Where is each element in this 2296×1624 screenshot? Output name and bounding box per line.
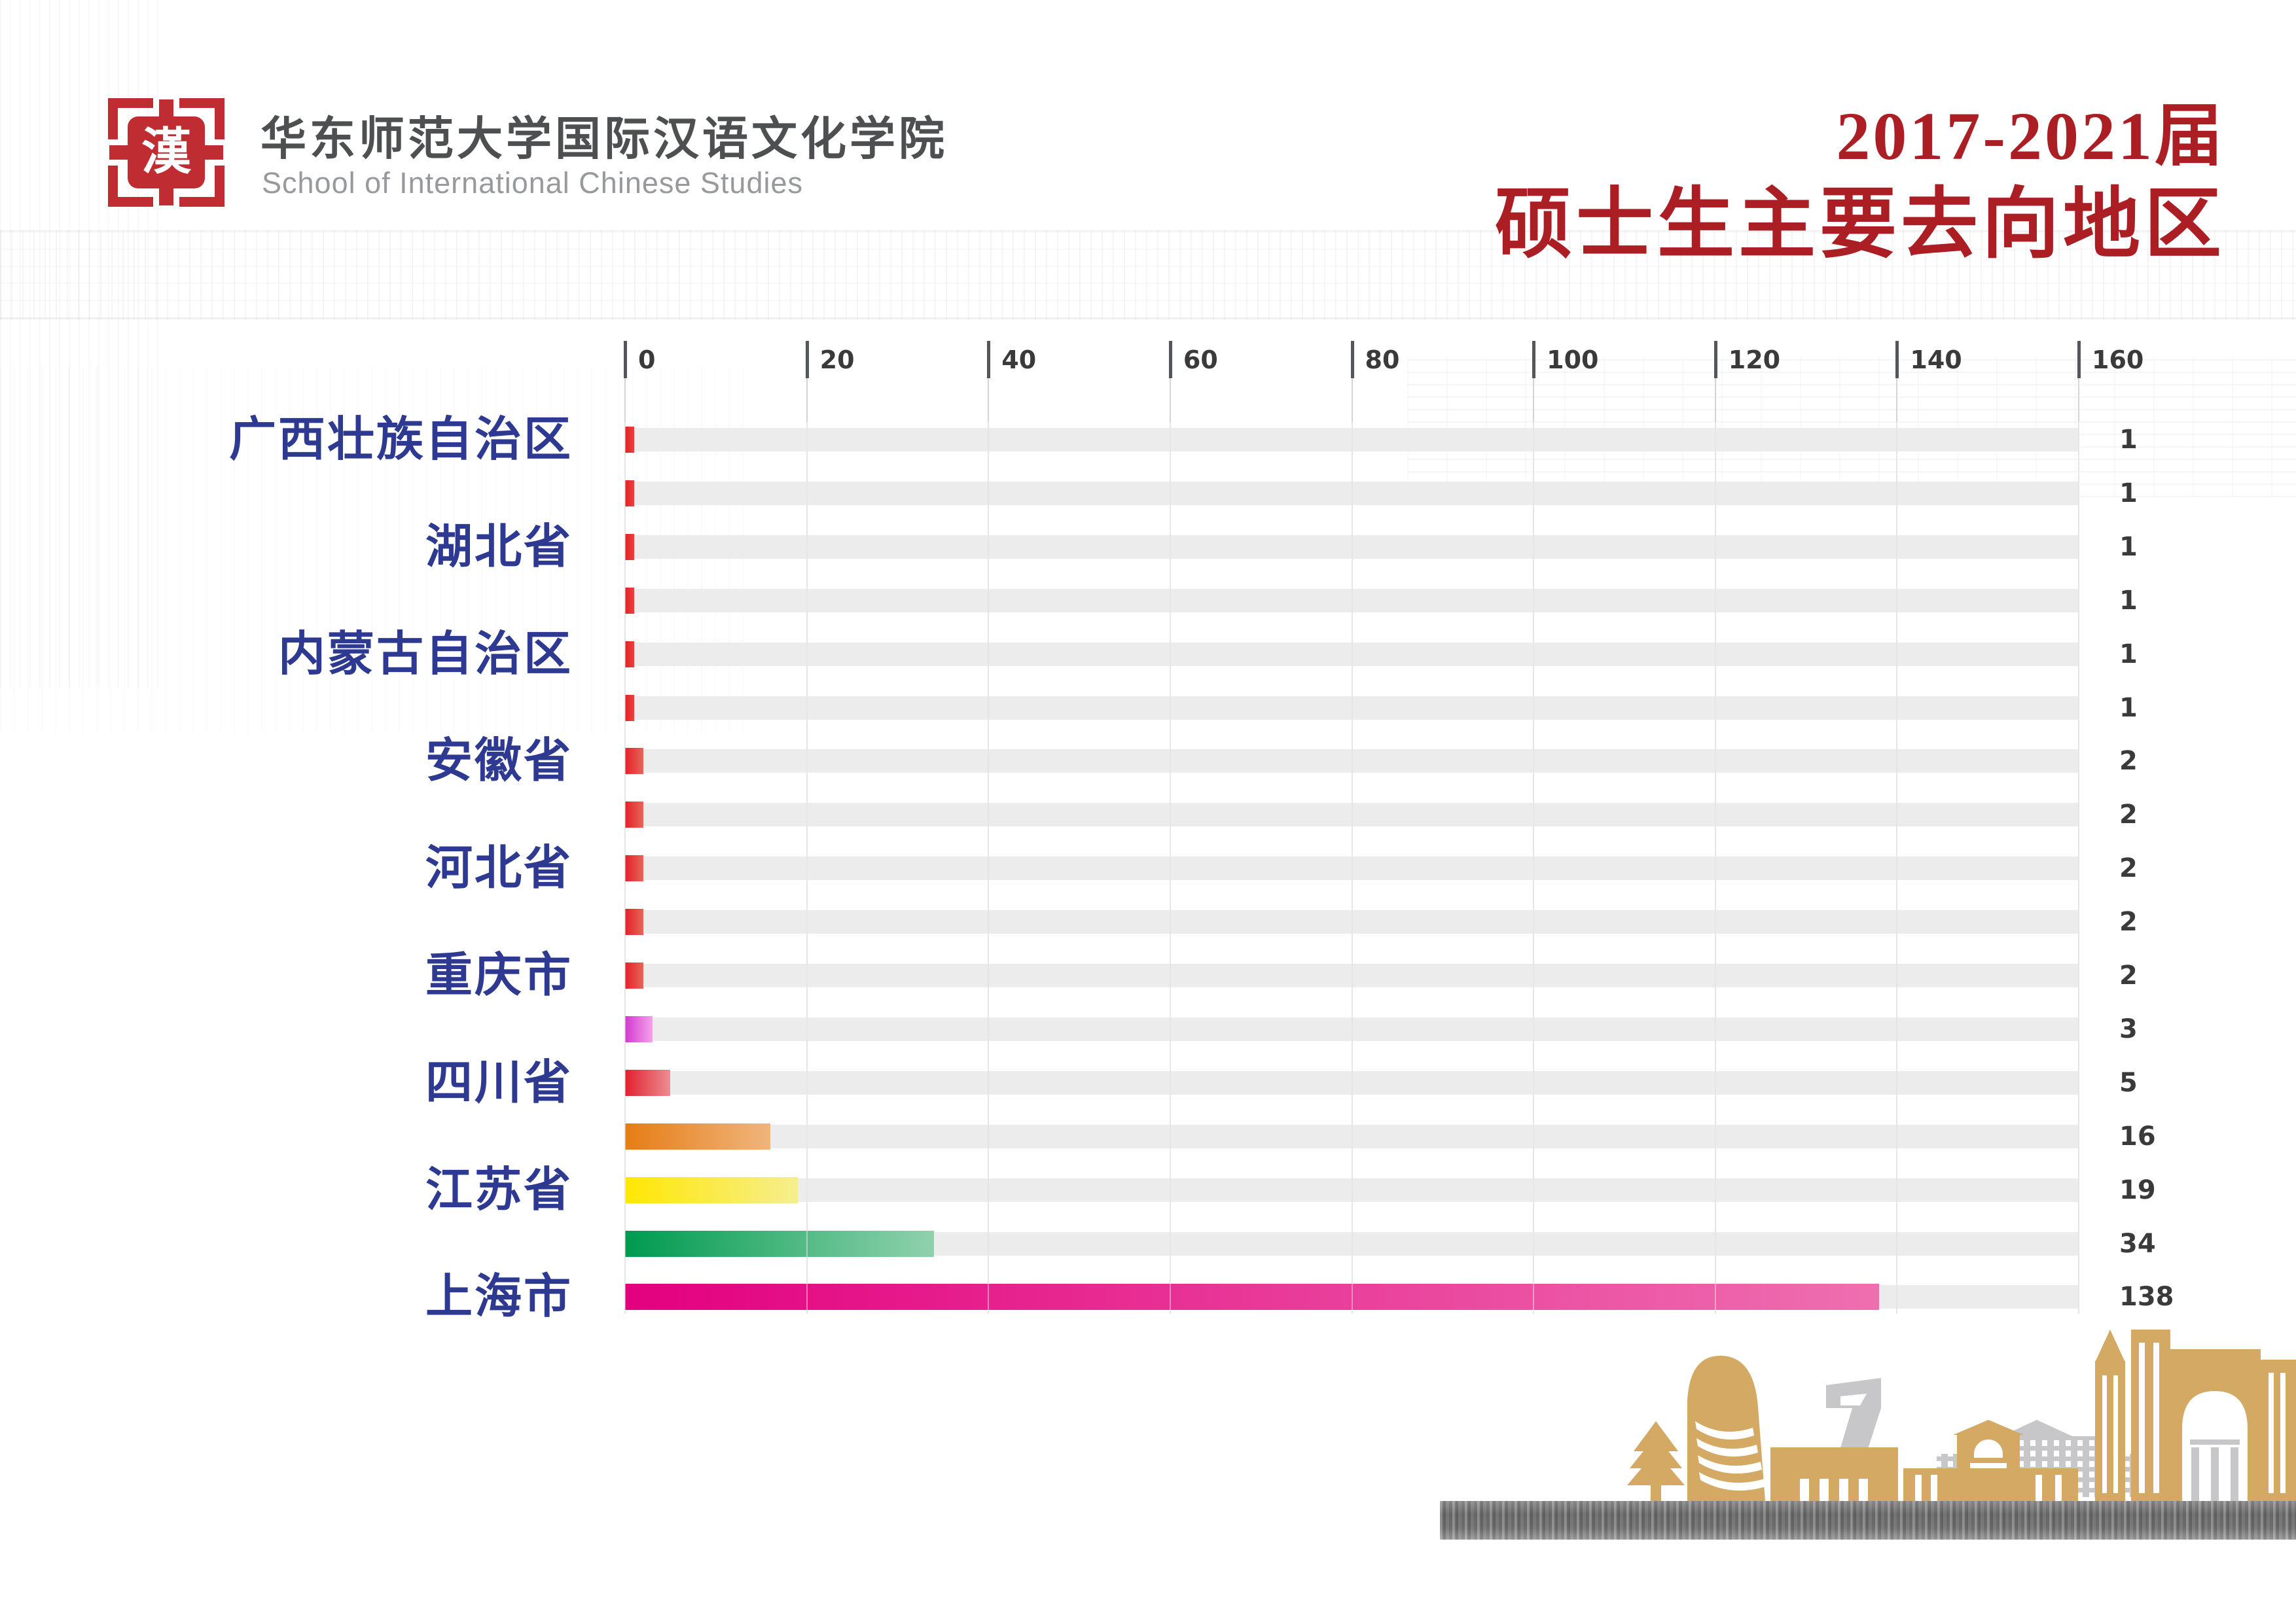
bar-value-label: 16	[2119, 1121, 2156, 1152]
x-gridline-highlight	[1533, 422, 1535, 1314]
x-gridline	[1351, 378, 1353, 1314]
x-tick-mark	[1895, 341, 1899, 378]
bar-value-label: 1	[2119, 692, 2138, 723]
x-tick-label: 40	[1001, 345, 1037, 374]
bar	[625, 694, 634, 721]
bar	[625, 587, 634, 614]
x-gridline	[1714, 378, 1716, 1314]
bar-value-label: 19	[2119, 1174, 2156, 1205]
gold-buildings	[1627, 1330, 2296, 1502]
title-years: 2017-2021届	[1836, 99, 2225, 174]
category-label: 河北省	[425, 842, 573, 895]
x-tick-label: 20	[819, 345, 855, 374]
cctv-building	[1826, 1378, 1881, 1461]
x-gridline-highlight	[1169, 422, 1171, 1314]
category-label: 重庆市	[425, 949, 573, 1002]
bar	[625, 748, 643, 775]
campus-skyline-art	[1627, 1330, 2296, 1502]
x-tick-label: 100	[1547, 345, 1599, 374]
x-gridline	[624, 378, 626, 1314]
title-subject: 硕士生主要去向地区	[1494, 182, 2225, 268]
x-gridline	[988, 378, 990, 1314]
bar-value-label: 1	[2119, 639, 2138, 669]
bar-value-label: 1	[2119, 478, 2138, 508]
bar	[625, 802, 643, 828]
page-title: 2017-2021届 硕士生主要去向地区	[1495, 97, 2225, 268]
category-label: 湖北省	[425, 520, 573, 573]
bar-value-label: 2	[2119, 853, 2138, 884]
x-tick-mark	[1532, 341, 1536, 378]
x-gridline-highlight	[1714, 422, 1716, 1314]
bar	[625, 1015, 653, 1042]
x-gridline	[1896, 378, 1898, 1314]
bar-value-label: 2	[2119, 961, 2138, 991]
charcoal-texture-band	[1440, 1501, 2296, 1540]
org-name-en: School of International Chinese Studies	[262, 166, 804, 200]
bar	[625, 1176, 798, 1203]
bar-value-label: 1	[2119, 585, 2138, 616]
x-tick-label: 140	[1910, 345, 1962, 374]
category-label: 内蒙古自治区	[278, 627, 573, 680]
x-tick-mark	[805, 341, 809, 378]
bar-value-label: 2	[2119, 907, 2138, 938]
x-gridline-highlight	[806, 422, 808, 1314]
x-gridline-highlight	[2078, 422, 2079, 1314]
category-label: 安徽省	[425, 735, 573, 788]
school-seal-logo: 漢	[108, 98, 224, 207]
x-tick-mark	[1350, 341, 1354, 378]
bar-value-label: 1	[2119, 425, 2138, 455]
x-tick-mark	[1713, 341, 1717, 378]
bar	[625, 855, 643, 882]
x-tick-label: 60	[1183, 345, 1218, 374]
bar	[625, 427, 634, 453]
x-tick-label: 160	[2092, 345, 2144, 374]
bar	[625, 480, 634, 506]
bar-value-label: 3	[2119, 1014, 2138, 1044]
bar	[625, 909, 643, 936]
x-gridline-highlight	[988, 422, 990, 1314]
category-label: 广西壮族自治区	[228, 414, 573, 466]
x-gridline	[806, 378, 808, 1314]
bar-value-label: 1	[2119, 531, 2138, 562]
x-tick-mark	[624, 341, 627, 378]
x-tick-label: 120	[1728, 345, 1781, 374]
x-tick-label: 0	[638, 345, 656, 374]
bar-value-label: 34	[2119, 1228, 2156, 1259]
x-tick-mark	[2077, 341, 2081, 378]
bar	[625, 1284, 1879, 1311]
seal-han-glyph: 漢	[128, 116, 205, 188]
bar-value-label: 138	[2119, 1282, 2174, 1313]
bar	[625, 1123, 770, 1150]
x-gridline	[2078, 378, 2079, 1314]
bar-value-label: 5	[2119, 1067, 2138, 1098]
org-name-zh: 华东师范大学国际汉语文化学院	[260, 115, 948, 165]
bar	[625, 962, 643, 989]
bar-value-label: 2	[2119, 746, 2138, 777]
x-tick-mark	[987, 341, 991, 378]
bar	[625, 533, 634, 560]
bar	[625, 1069, 670, 1096]
x-tick-mark	[1168, 341, 1172, 378]
category-label: 江苏省	[425, 1163, 573, 1216]
bar	[625, 1230, 934, 1257]
x-gridline-highlight	[1351, 422, 1353, 1314]
category-label: 四川省	[425, 1056, 573, 1109]
category-label: 上海市	[425, 1271, 573, 1324]
x-gridline	[1533, 378, 1535, 1314]
x-gridline-highlight	[1896, 422, 1898, 1314]
bar	[625, 641, 634, 667]
x-gridline-highlight	[624, 422, 626, 1314]
x-gridline	[1169, 378, 1171, 1314]
x-tick-label: 80	[1365, 345, 1400, 374]
bar-value-label: 2	[2119, 800, 2138, 830]
